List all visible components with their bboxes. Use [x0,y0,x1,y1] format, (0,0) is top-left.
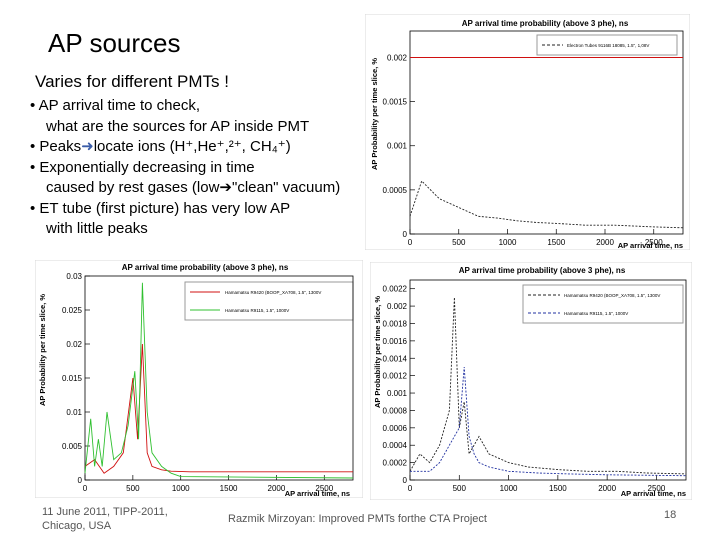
x-tick-label: 2000 [268,484,286,493]
legend-box [184,281,354,321]
plot-area: 0 500 1000 1500 2000 2500 0 0.0005 0.001 0.0015 0.… [383,30,684,247]
legend-entry-1: Hamamatsu R9420 (BOOP_XA708, 1.5", 1300V [225,290,321,295]
x-tick-label: 1500 [549,484,567,493]
bullet-3-cont: caused by rest gases (low➔"clean" vacuum… [30,178,370,199]
x-tick-label: 0 [408,238,413,247]
series-line-1 [409,180,684,229]
slide-title: AP sources [48,28,181,58]
bullet-1-cont: what are the sources for AP inside PMT [46,117,310,135]
y-tick-label: 0.025 [62,306,83,315]
x-axis-label: AP arrival time, ns [621,489,686,498]
arrow-right-icon: ➔ [219,179,232,196]
legend-box [536,34,678,56]
y-tick-label: 0.001 [387,142,408,151]
page-number: 18 [664,509,677,521]
y-tick-label: 0.01 [66,408,82,417]
x-tick-label: 500 [453,484,467,493]
x-tick-label: 1000 [172,484,190,493]
bullet-3-b: "clean" vacuum) [232,179,341,196]
y-tick-label: 0.002 [387,53,408,62]
y-tick-label: 0.002 [387,302,408,311]
series-line-1 [409,297,687,475]
y-tick-label: 0.0008 [383,406,408,415]
plot-title: AP arrival time probability (above 3 phe… [462,19,629,28]
bullet-1: • AP arrival time to check, [30,97,201,114]
x-tick-label: 500 [452,238,466,247]
x-tick-label: 2000 [598,484,616,493]
plot-title: AP arrival time probability (above 3 phe… [459,266,626,275]
plot-bottom-left: AP arrival time probability (above 3 phe… [35,260,363,498]
bullet-2-a: • Peaks [30,138,82,155]
y-tick-label: 0.001 [387,389,408,398]
footer-date-line1: 11 June 2011, TIPP-2011, [42,506,168,518]
plot-area: 0 500 1000 1500 2000 2500 0 0.005 0.01 0.015 0.02 0… [62,272,354,493]
footer-date-line2: Chicago, USA [42,520,112,532]
plot-title: AP arrival time probability (above 3 phe… [122,263,289,272]
x-tick-label: 2500 [645,238,663,247]
x-tick-label: 1500 [220,484,238,493]
bullet-4: • ET tube (first picture) has very low A… [30,199,291,217]
y-axis-label: AP Probability per time slice, % [38,294,47,406]
legend-entry-2: Hamamatsu R9115, 1.5", 1000V [225,308,289,313]
y-tick-label: 0.0004 [383,441,408,450]
series-line-2 [410,366,687,477]
plot-top-right: AP arrival time probability (above 3 phe… [365,14,690,250]
y-tick-label: 0.0014 [383,354,408,363]
y-tick-label: 0.0002 [383,459,408,468]
series-line-1 [84,343,353,474]
y-tick-label: 0 [403,230,408,239]
y-tick-label: 0.0012 [383,372,408,381]
bullet-3-a: caused by rest gases (low [46,179,220,196]
x-axis-label: AP arrival time, ns [285,489,350,498]
legend-entry-2: Hamamatsu R9115, 1.5", 1000V [564,311,628,316]
slide-subtitle: Varies for different PMTs ! [35,72,229,91]
y-axis-label: AP Probability per time slice, % [373,296,382,408]
x-tick-label: 0 [408,484,413,493]
x-tick-label: 1000 [500,484,518,493]
axes-frame [409,279,687,481]
legend-entry-1: Hamamatsu R9420 (BOOP_XA708, 1.5", 1300V [564,293,660,298]
series-line-2 [84,282,354,479]
y-tick-label: 0.005 [62,442,83,451]
bullet-2-b: locate ions (H⁺,He⁺,²⁺, CH₄⁺) [93,138,291,155]
x-tick-label: 1000 [499,238,517,247]
x-tick-label: 1500 [547,238,565,247]
legend-box [522,284,684,324]
bullet-4-cont: with little peaks [46,220,148,237]
y-tick-label: 0.0022 [383,285,408,294]
axes-frame [409,30,684,235]
plot-area: 0 500 1000 1500 2000 2500 0 0.0002 0.0004 0.0006 0… [383,279,687,493]
y-tick-label: 0.0005 [383,186,408,195]
x-tick-label: 500 [126,484,140,493]
y-tick-label: 0.015 [62,374,83,383]
arrow-icon: ➜ [81,138,94,155]
y-tick-label: 0.0015 [383,98,408,107]
y-tick-label: 0.02 [66,340,82,349]
y-tick-label: 0.0006 [383,424,408,433]
bullet-3: • Exponentially decreasing in time [30,158,255,176]
footer-author: Razmik Mirzoyan: Improved PMTs forthe CT… [228,513,487,525]
legend-entry: Electron Tubes 9116B 18085, 1.5", 1,08V [567,43,649,48]
x-tick-label: 2000 [596,238,614,247]
y-tick-label: 0.03 [66,272,82,281]
bullet-list: • AP arrival time to check, what are the… [30,96,370,240]
bullet-2: • Peaks➜locate ions (H⁺,He⁺,²⁺, CH₄⁺) [30,137,370,158]
plot-bottom-right: AP arrival time probability (above 3 phe… [370,262,692,500]
x-axis-label: AP arrival time, ns [618,241,683,250]
x-tick-label: 0 [83,484,88,493]
x-tick-label: 2500 [315,484,333,493]
y-tick-label: 0 [78,476,83,485]
x-tick-label: 2500 [648,484,666,493]
footer-date: 11 June 2011, TIPP-2011, Chicago, USA [42,505,168,533]
y-tick-label: 0 [403,476,408,485]
y-tick-label: 0.0016 [383,337,408,346]
y-tick-label: 0.0018 [383,319,408,328]
y-axis-label: AP Probability per time slice, % [370,58,379,170]
